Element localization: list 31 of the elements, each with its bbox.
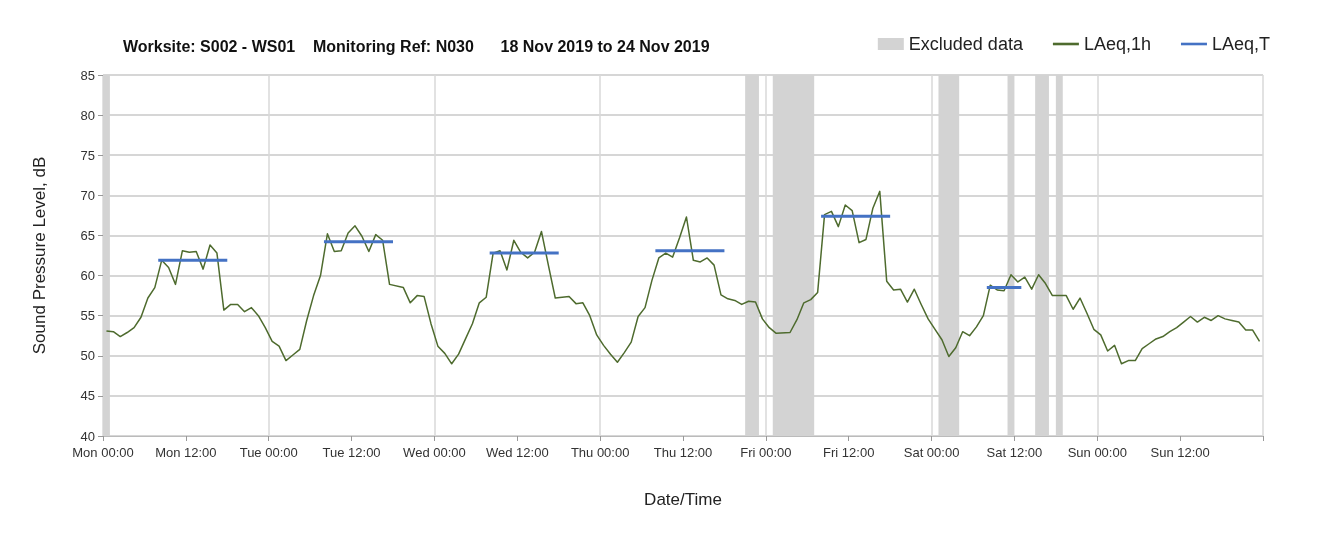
- x-tick-label: Wed 12:00: [485, 445, 549, 460]
- x-tick-label: Fri 12:00: [823, 445, 875, 460]
- x-tick-label: Wed 00:00: [403, 445, 466, 460]
- x-tick-label: Fri 00:00: [740, 445, 792, 460]
- y-tick-label: 70: [80, 187, 95, 203]
- x-tick-label: Sun 00:00: [1067, 445, 1127, 460]
- y-tick-label: 85: [80, 67, 95, 83]
- x-tick-label: Thu 00:00: [570, 445, 630, 460]
- line-series: [105, 190, 1261, 365]
- x-axis-title: Date/Time: [644, 490, 722, 509]
- legend-label: LAeq,1h: [1083, 34, 1151, 54]
- y-tick-label: 45: [80, 388, 95, 404]
- x-tick-label: Mon 00:00: [72, 445, 134, 460]
- x-tick-label: Sat 00:00: [903, 445, 960, 460]
- x-tick-label: Sun 12:00: [1150, 445, 1210, 460]
- legend-label: Excluded data: [908, 34, 1024, 54]
- x-tick-label: Mon 12:00: [155, 445, 217, 460]
- y-tick-label: 75: [80, 147, 95, 163]
- x-tick-label: Thu 12:00: [653, 445, 713, 460]
- y-tick-label: 50: [80, 348, 95, 364]
- x-tick-label: Tue 00:00: [239, 445, 298, 460]
- y-tick-label: 40: [80, 428, 95, 444]
- y-axis-title: Sound Pressure Level, dB: [30, 156, 49, 355]
- chart-title: Worksite: S002 - WS01 Monitoring Ref: N030 18 Nov 2019 to 24 Nov 2019: [123, 37, 710, 55]
- y-tick-label: 80: [80, 107, 95, 123]
- legend-label: LAeq,T: [1211, 34, 1271, 54]
- y-tick-label: 55: [80, 308, 95, 324]
- y-tick-label: 60: [80, 268, 95, 284]
- y-tick-label: 65: [80, 227, 95, 243]
- x-tick-label: Sat 12:00: [986, 445, 1043, 460]
- x-tick-label: Tue 12:00: [322, 445, 381, 460]
